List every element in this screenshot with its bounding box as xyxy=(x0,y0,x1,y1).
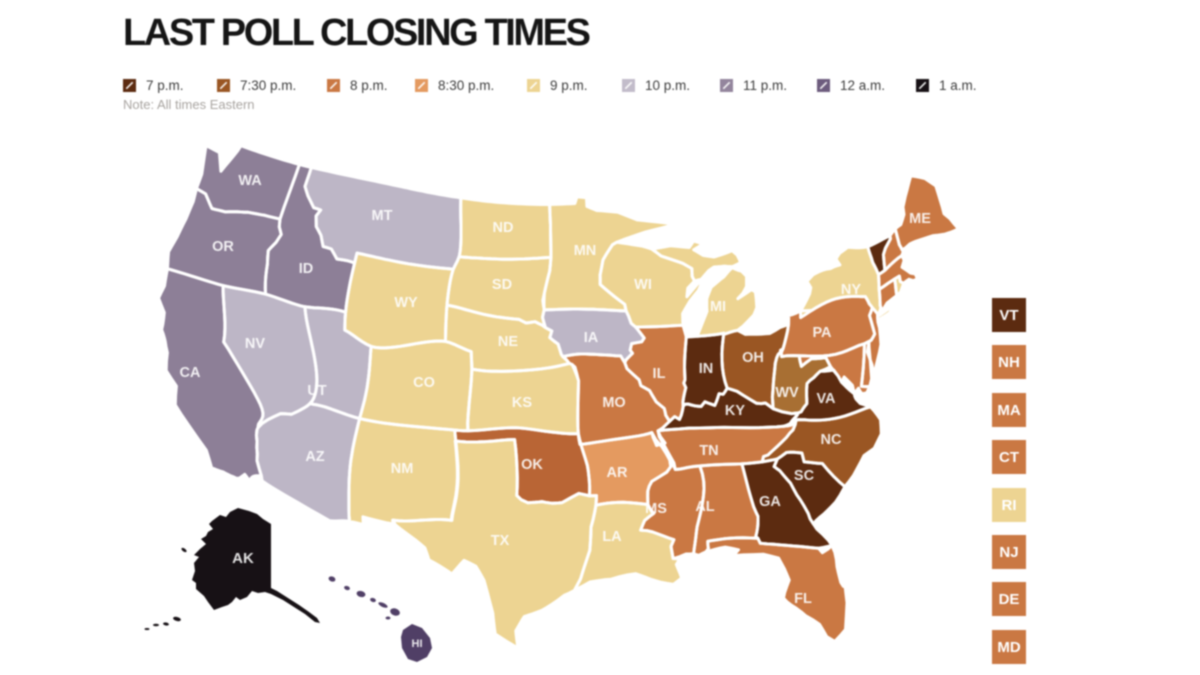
svg-text:ME: ME xyxy=(909,211,931,227)
svg-text:CO: CO xyxy=(413,375,435,391)
svg-text:TX: TX xyxy=(491,533,510,549)
svg-text:LA: LA xyxy=(602,529,622,545)
svg-text:ID: ID xyxy=(299,261,314,277)
svg-text:NM: NM xyxy=(391,461,414,477)
svg-text:CA: CA xyxy=(180,365,201,381)
svg-text:SC: SC xyxy=(794,468,815,484)
svg-text:MO: MO xyxy=(602,395,625,411)
svg-text:WV: WV xyxy=(775,385,799,401)
svg-text:NE: NE xyxy=(498,334,518,350)
svg-text:WA: WA xyxy=(238,173,262,189)
svg-text:KY: KY xyxy=(725,403,745,419)
svg-text:AL: AL xyxy=(695,499,714,515)
svg-text:IL: IL xyxy=(653,366,666,382)
svg-text:TN: TN xyxy=(699,443,718,459)
svg-text:AR: AR xyxy=(607,465,628,481)
svg-text:VA: VA xyxy=(816,391,836,407)
svg-text:ND: ND xyxy=(493,220,514,236)
svg-text:KS: KS xyxy=(512,395,532,411)
svg-text:NY: NY xyxy=(841,282,861,298)
svg-text:IN: IN xyxy=(699,361,714,377)
svg-text:AZ: AZ xyxy=(305,449,324,465)
svg-text:GA: GA xyxy=(759,494,781,510)
svg-text:HI: HI xyxy=(412,638,423,650)
svg-text:WI: WI xyxy=(634,277,652,293)
svg-text:AK: AK xyxy=(232,550,254,567)
svg-text:MN: MN xyxy=(574,243,597,259)
svg-text:SD: SD xyxy=(492,277,512,293)
svg-text:MI: MI xyxy=(710,299,726,315)
svg-text:OK: OK xyxy=(521,457,543,473)
svg-text:MT: MT xyxy=(372,208,393,224)
svg-text:MS: MS xyxy=(645,501,667,517)
svg-text:NV: NV xyxy=(245,336,265,352)
svg-text:OR: OR xyxy=(212,239,234,255)
svg-text:WY: WY xyxy=(394,295,418,311)
svg-text:PA: PA xyxy=(812,325,832,341)
svg-text:OH: OH xyxy=(742,350,764,366)
svg-text:NC: NC xyxy=(821,432,842,448)
svg-text:FL: FL xyxy=(794,591,812,607)
svg-text:IA: IA xyxy=(584,330,599,346)
svg-text:UT: UT xyxy=(307,383,326,399)
